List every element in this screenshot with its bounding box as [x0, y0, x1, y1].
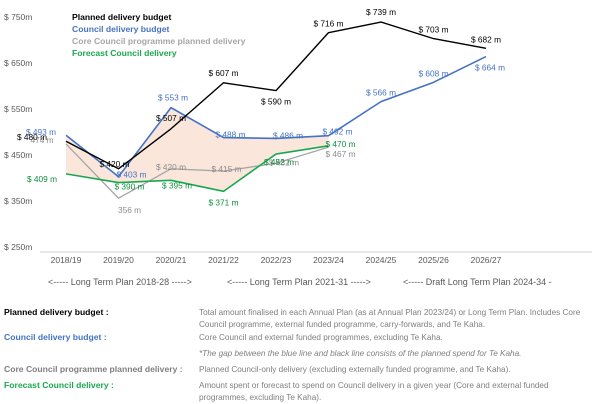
data-label-core: $ 467 m: [326, 149, 356, 159]
y-tick-label: $ 350m: [4, 196, 32, 206]
definition-text-core: Planned Council-only delivery (excluding…: [199, 365, 511, 374]
data-label-planned: $ 480 m: [17, 132, 47, 142]
data-label-core: $ 420 m: [156, 162, 186, 172]
definition-text-forecast: Amount spent or forecast to spend on Cou…: [199, 381, 549, 403]
legend-planned: Planned delivery budget: [72, 12, 172, 22]
definition-term-core: Core Council programme planned delivery …: [4, 364, 183, 374]
x-tick-label: 2021/22: [208, 255, 239, 265]
period-draft-ltp-2024-34: <----- Draft Long Term Plan 2024-34 -: [403, 277, 552, 287]
definition-term-forecast: Forecast Council delivery :: [4, 380, 114, 390]
data-label-forecast: $ 371 m: [209, 197, 239, 207]
data-label-planned: $ 420 m: [100, 159, 130, 169]
period-ltp-2021-31: <----- Long Term Plan 2021-31 ----->: [227, 277, 371, 287]
x-tick-label: 2020/21: [156, 255, 187, 265]
x-tick-label: 2018/19: [51, 255, 82, 265]
gap-shading: [66, 107, 329, 192]
definition-text-planned: Total amount finalised in each Annual Pl…: [199, 308, 581, 330]
data-label-planned: $ 590 m: [261, 97, 291, 107]
y-tick-label: $ 550m: [4, 104, 32, 114]
data-label-council: $ 493 m: [26, 127, 56, 137]
data-label-planned: $ 703 m: [419, 25, 449, 35]
data-label-council: $ 553 m: [158, 93, 188, 103]
data-label-planned: $ 607 m: [209, 68, 239, 78]
definition-term-planned: Planned delivery budget :: [4, 307, 109, 317]
definition-text-council: Core Council and external funded program…: [199, 333, 443, 342]
data-label-core: 356 m: [118, 205, 141, 215]
legend-council: Council delivery budget: [72, 24, 170, 34]
data-label-planned: $ 507 m: [156, 113, 186, 123]
series-line-council: [65, 55, 487, 178]
y-tick-label: $ 650m: [4, 58, 32, 68]
y-tick-label: $ 250m: [4, 242, 32, 252]
series-line-core: [65, 143, 329, 199]
data-label-core: $ 432 m: [269, 157, 299, 167]
data-label-council: $ 488 m: [216, 130, 246, 140]
data-label-forecast: $ 409 m: [27, 174, 57, 184]
x-tick-label: 2023/24: [313, 255, 344, 265]
data-label-planned: $ 716 m: [314, 19, 344, 29]
x-tick-label: 2024/25: [366, 255, 397, 265]
data-label-core: $ 415 m: [212, 164, 242, 174]
data-label-council: $ 486 m: [273, 130, 303, 140]
data-label-council: $ 403 m: [117, 170, 147, 180]
x-tick-label: 2026/27: [471, 255, 502, 265]
data-label-council: $ 566 m: [366, 88, 396, 98]
data-label-forecast: $ 395 m: [162, 180, 192, 190]
data-label-council: $ 608 m: [419, 68, 449, 78]
data-label-core: 474 m: [30, 135, 53, 145]
series-line-forecast: [65, 145, 329, 193]
x-tick-label: 2019/20: [103, 255, 134, 265]
data-label-planned: $ 739 m: [366, 7, 396, 17]
definition-note-te-kaha: *The gap between the blue line and black…: [199, 349, 522, 358]
data-label-planned: $ 682 m: [471, 34, 501, 44]
definition-term-council: Council delivery budget :: [4, 332, 107, 342]
data-label-forecast: $ 470 m: [326, 139, 356, 149]
x-tick-label: 2022/23: [261, 255, 292, 265]
legend-forecast: Forecast Council delivery: [72, 48, 177, 58]
data-label-forecast: $ 452 m: [264, 157, 294, 167]
data-label-council: $ 664 m: [475, 63, 505, 73]
period-ltp-2018-28: <----- Long Term Plan 2018-28 ----->: [48, 277, 192, 287]
x-tick-label: 2025/26: [418, 255, 449, 265]
data-label-council: $ 492 m: [323, 127, 353, 137]
delivery-budget-chart: $ 250m $ 350m $ 450m $ 550m $ 650m $ 750m 2018…: [4, 7, 592, 265]
legend-core: Core Council programme planned delivery: [72, 36, 246, 46]
series-line-planned: [65, 21, 487, 170]
data-label-forecast: $ 390 m: [115, 182, 145, 192]
y-tick-label: $ 450m: [4, 150, 32, 160]
y-tick-label: $ 750m: [4, 12, 32, 22]
